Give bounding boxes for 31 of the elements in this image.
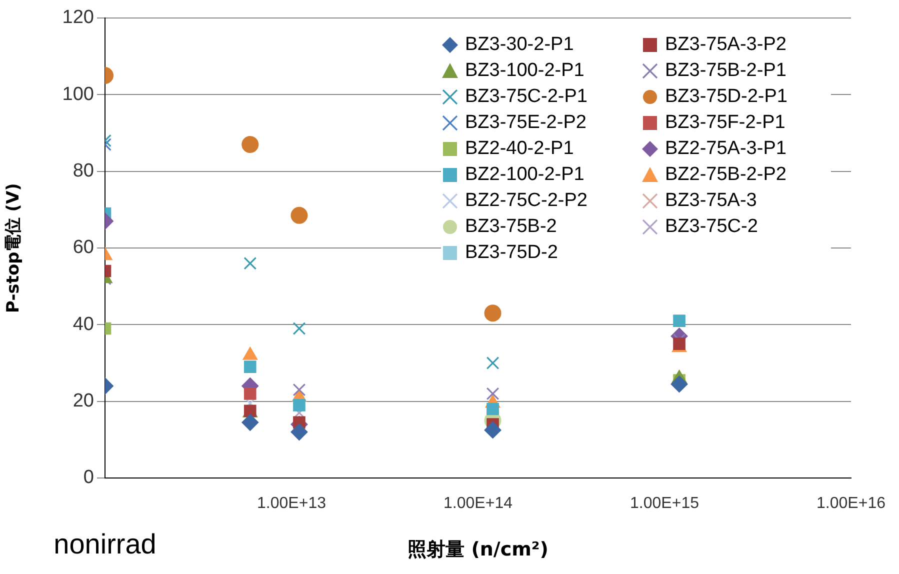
legend-label: BZ2-75A-3-P1 <box>665 138 786 160</box>
legend-label: BZ3-75F-2-P1 <box>665 112 786 134</box>
x-tick-label: 1.00E+16 <box>816 495 886 512</box>
x-tick-label: 1.00E+15 <box>630 495 700 512</box>
legend-label: BZ3-75B-2-P1 <box>665 60 786 82</box>
legend-label: BZ3-75C-2 <box>665 216 758 238</box>
legend-label: BZ3-30-2-P1 <box>465 34 574 56</box>
text: nonirrad <box>54 528 156 560</box>
x-tick-label: 1.00E+13 <box>257 495 326 512</box>
x-axis-title: 照射量 (n/cm²) <box>408 538 548 561</box>
legend-label: BZ3-75A-3-P2 <box>665 34 786 56</box>
legend-label: BZ3-100-2-P1 <box>465 60 584 82</box>
y-tick-label: 40 <box>72 314 94 335</box>
legend-label: BZ2-100-2-P1 <box>465 164 584 186</box>
legend-label: BZ2-75B-2-P2 <box>665 164 786 186</box>
y-tick-label: 0 <box>83 467 94 488</box>
y-tick-label: 100 <box>62 84 94 105</box>
legend-label: BZ3-75D-2 <box>465 242 558 264</box>
y-axis-title: P-stop電位 (V) <box>4 183 24 313</box>
y-tick-label: 20 <box>72 390 94 412</box>
y-tick-label: 60 <box>72 237 94 258</box>
y-tick-label: 80 <box>72 160 94 182</box>
legend-label: BZ3-75D-2-P1 <box>665 86 788 108</box>
legend-label: BZ3-75C-2-P1 <box>465 86 588 108</box>
legend-label: BZ3-75A-3 <box>665 190 757 212</box>
legend-label: BZ3-75B-2 <box>465 216 557 238</box>
legend-label: BZ3-75E-2-P2 <box>465 112 586 134</box>
legend-label: BZ2-75C-2-P2 <box>465 190 588 212</box>
x-tick-label: 1.00E+14 <box>444 495 513 512</box>
y-tick-label: 120 <box>62 7 94 28</box>
legend-label: BZ2-40-2-P1 <box>465 138 574 160</box>
